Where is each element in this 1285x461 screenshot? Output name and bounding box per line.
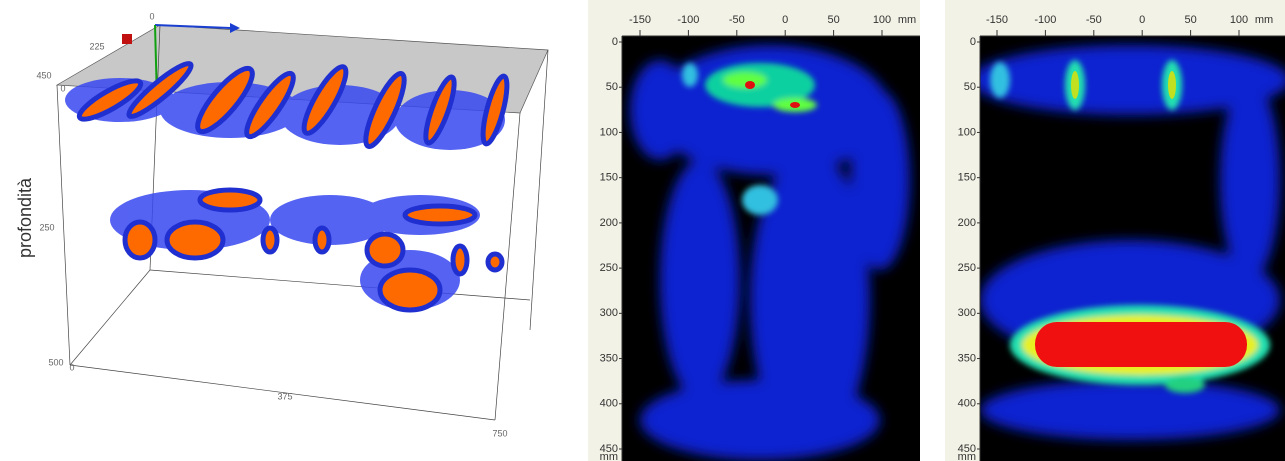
tick-label: 0 xyxy=(149,11,154,21)
y-tick-label: 400 xyxy=(600,398,618,410)
y-tick-label: 100 xyxy=(600,126,618,138)
tick-label: 250 xyxy=(39,222,54,232)
tick-label: 375 xyxy=(277,391,292,401)
y-tick-label: 300 xyxy=(600,307,618,319)
y-tick-label: 0 xyxy=(970,36,976,48)
depth-label: profondità xyxy=(15,177,35,258)
tick-label: 450 xyxy=(36,70,51,80)
x-tick-label: 100 xyxy=(1230,14,1248,26)
y-tick-label: 350 xyxy=(600,352,618,364)
x-tick-label: 100 xyxy=(873,14,891,26)
y-tick-label: 0 xyxy=(612,36,618,48)
blobs xyxy=(65,58,512,310)
screen: 0 225 450 0 250 500 0 375 750 profondità… xyxy=(0,0,1285,461)
y-unit: mm xyxy=(600,451,618,461)
x-tick-label: 0 xyxy=(1139,14,1145,26)
y-unit: mm xyxy=(958,451,976,461)
y-tick-label: 100 xyxy=(958,126,976,138)
view-3d: 0 225 450 0 250 500 0 375 750 profondità xyxy=(15,11,548,438)
x-unit: mm xyxy=(1255,14,1273,26)
x-tick-label: -50 xyxy=(729,14,745,26)
tick-label: 0 xyxy=(69,362,74,372)
x-tick-label: -50 xyxy=(1086,14,1102,26)
y-tick-label: 150 xyxy=(958,172,976,184)
tick-label: 225 xyxy=(89,41,104,51)
tick-label: 500 xyxy=(48,357,63,367)
tick-label: 0 xyxy=(60,83,65,93)
y-tick-label: 350 xyxy=(958,352,976,364)
section-panel xyxy=(945,0,1285,461)
y-tick-label: 400 xyxy=(958,398,976,410)
x-tick-label: 0 xyxy=(782,14,788,26)
x-tick-label: -100 xyxy=(1034,14,1056,26)
y-tick-label: 150 xyxy=(600,172,618,184)
x-tick-label: 50 xyxy=(827,14,839,26)
y-tick-label: 250 xyxy=(600,262,618,274)
y-tick-label: 200 xyxy=(600,217,618,229)
tick-label: 750 xyxy=(492,428,507,438)
x-tick-label: -150 xyxy=(629,14,651,26)
section-panel xyxy=(588,0,920,461)
y-tick-label: 50 xyxy=(606,81,618,93)
x-tick-label: 50 xyxy=(1184,14,1196,26)
x-tick-label: -150 xyxy=(986,14,1008,26)
y-tick-label: 250 xyxy=(958,262,976,274)
y-tick-label: 300 xyxy=(958,307,976,319)
y-tick-label: 50 xyxy=(964,81,976,93)
y-tick-label: 200 xyxy=(958,217,976,229)
x-tick-label: -100 xyxy=(677,14,699,26)
x-unit: mm xyxy=(898,14,916,26)
